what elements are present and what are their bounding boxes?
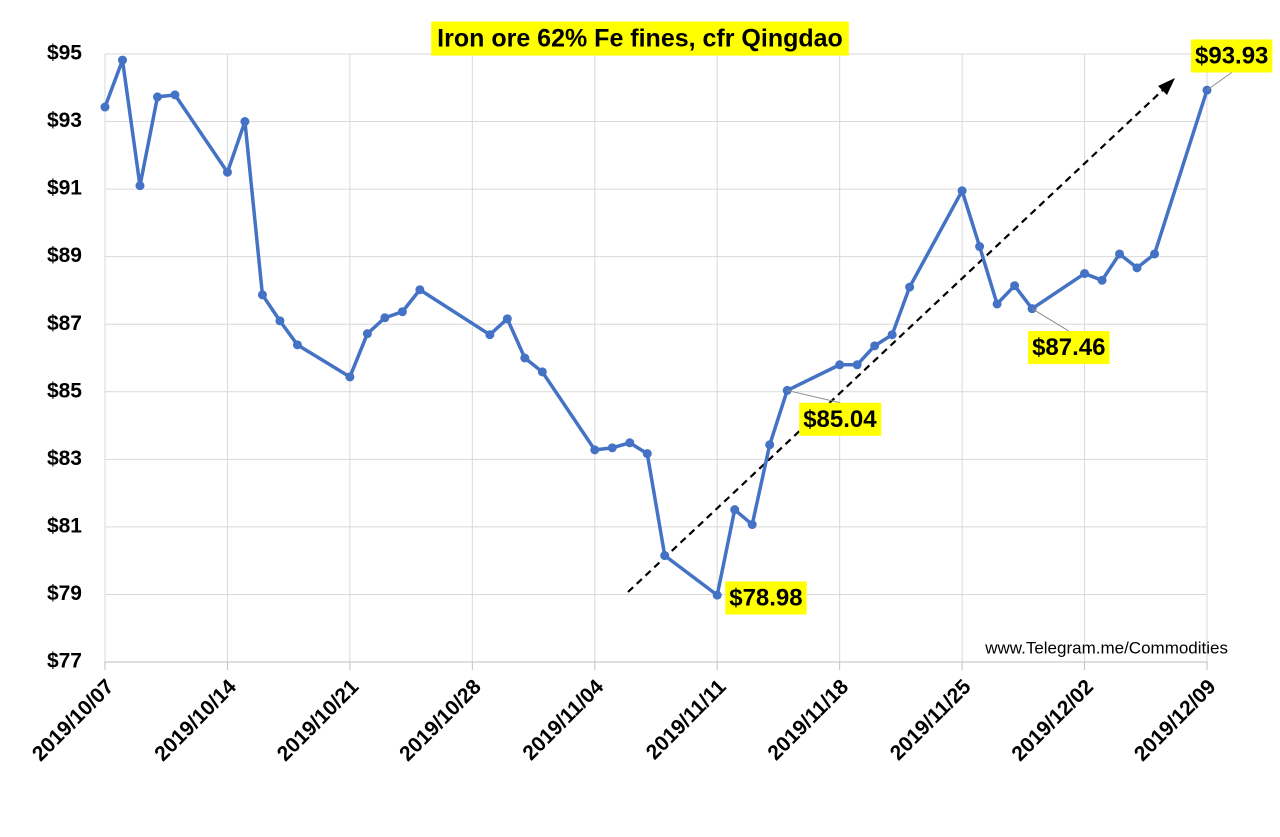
chart-title: Iron ore 62% Fe fines, cfr Qingdao [437, 25, 843, 53]
plot: $78.98 $85.04 $87.46 $93.93 [100, 39, 1273, 615]
point [712, 590, 722, 600]
data-label-text: $85.04 [803, 406, 877, 433]
point [222, 167, 232, 177]
point [765, 440, 775, 450]
point [520, 353, 530, 363]
y-tick-label: $87 [47, 312, 82, 335]
data-label: $93.93 [1191, 39, 1273, 73]
y-tick-label: $95 [47, 42, 82, 65]
point [100, 102, 110, 112]
point [345, 372, 355, 382]
trend-arrowhead [1158, 78, 1175, 95]
data-label-text: $93.93 [1195, 42, 1268, 69]
point [642, 449, 652, 459]
point [117, 55, 127, 65]
y-tick-label: $79 [47, 582, 82, 605]
point [852, 360, 862, 370]
data-label: $87.46 [1028, 331, 1110, 365]
y-tick-label: $83 [47, 447, 82, 470]
point [537, 367, 547, 377]
data-label-background [1191, 39, 1273, 73]
point [257, 290, 267, 300]
point [835, 360, 845, 370]
y-tick-label: $89 [47, 244, 82, 267]
point [625, 438, 635, 448]
y-tick-label: $85 [47, 379, 82, 402]
point [397, 307, 407, 317]
y-tick-label: $81 [47, 514, 82, 537]
point [1115, 249, 1125, 259]
data-label-background [799, 402, 882, 436]
data-label: $85.04 [799, 402, 882, 436]
point [975, 242, 985, 252]
leader-line [1031, 308, 1070, 332]
point [292, 340, 302, 350]
point [240, 117, 250, 127]
leader-line [1206, 72, 1232, 91]
point [502, 314, 512, 324]
data-label: $78.98 [725, 581, 807, 615]
y-tick-label: $93 [47, 109, 82, 132]
point [485, 330, 495, 340]
point [992, 299, 1002, 309]
point [135, 181, 145, 191]
point [1132, 263, 1142, 273]
point [152, 92, 162, 102]
point [730, 505, 740, 515]
data-label-text: $78.98 [729, 584, 802, 611]
data-label-text: $87.46 [1032, 334, 1105, 361]
source: www.Telegram.me/Commodities [984, 638, 1228, 657]
title-background [431, 21, 849, 56]
data-label-background [1028, 331, 1110, 365]
point [170, 90, 180, 100]
point [415, 285, 425, 295]
point [1010, 281, 1020, 291]
point [362, 329, 372, 339]
y-tick-label: $77 [47, 650, 82, 673]
point [1150, 249, 1160, 259]
point [957, 186, 967, 196]
data-label-background [725, 581, 807, 615]
leader-line [787, 389, 841, 404]
point [887, 330, 897, 340]
point [660, 551, 670, 561]
point [747, 520, 757, 530]
point [275, 316, 285, 326]
point [607, 443, 617, 453]
point [905, 282, 915, 292]
y-tick-label: $91 [47, 177, 82, 200]
trend-arrow [627, 87, 1166, 593]
point [1080, 269, 1090, 279]
point [590, 445, 600, 455]
point [870, 341, 880, 351]
point [380, 313, 390, 323]
point [1097, 275, 1107, 285]
